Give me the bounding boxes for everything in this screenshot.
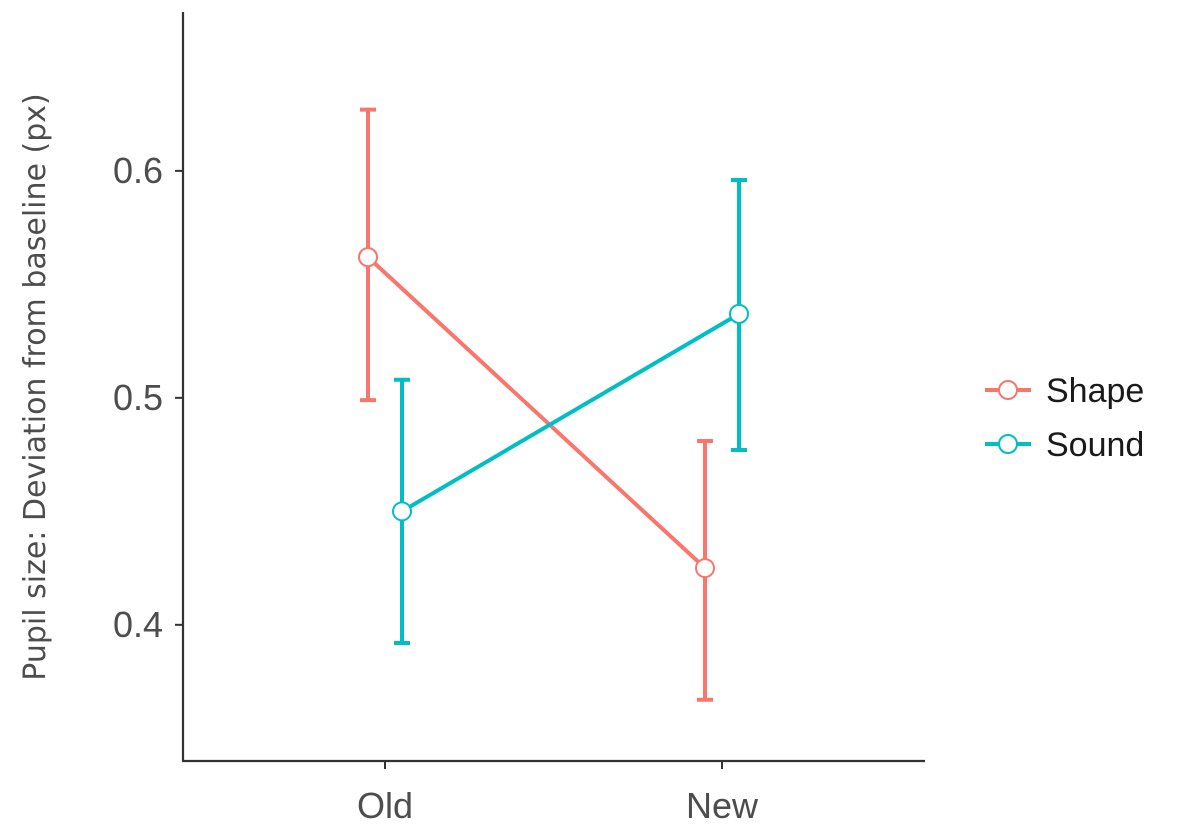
data-series	[359, 110, 748, 700]
legend-key-marker	[999, 381, 1017, 399]
data-point	[359, 248, 377, 266]
y-axis-ticks: 0.4 0.5 0.6	[113, 150, 183, 645]
data-point	[393, 502, 411, 520]
axes	[182, 12, 925, 761]
x-tick-label: New	[686, 785, 759, 825]
data-point	[730, 305, 748, 323]
series-sound	[393, 180, 748, 643]
legend-item-sound: Sound	[985, 426, 1144, 464]
y-tick-label: 0.6	[113, 150, 163, 191]
legend: Shape Sound	[985, 372, 1144, 464]
series-line	[402, 314, 739, 511]
series-line	[368, 257, 705, 568]
legend-label: Sound	[1046, 426, 1144, 464]
data-point	[696, 559, 714, 577]
legend-key-marker	[999, 435, 1017, 453]
legend-item-shape: Shape	[985, 372, 1144, 410]
legend-label: Shape	[1046, 372, 1144, 410]
series-shape	[359, 110, 714, 700]
x-tick-label: Old	[357, 785, 413, 825]
y-axis-title: Pupil size: Deviation from baseline (px)	[18, 93, 53, 680]
x-axis-ticks: Old New	[357, 761, 759, 825]
y-tick-label: 0.4	[113, 604, 163, 645]
y-tick-label: 0.5	[113, 377, 163, 418]
